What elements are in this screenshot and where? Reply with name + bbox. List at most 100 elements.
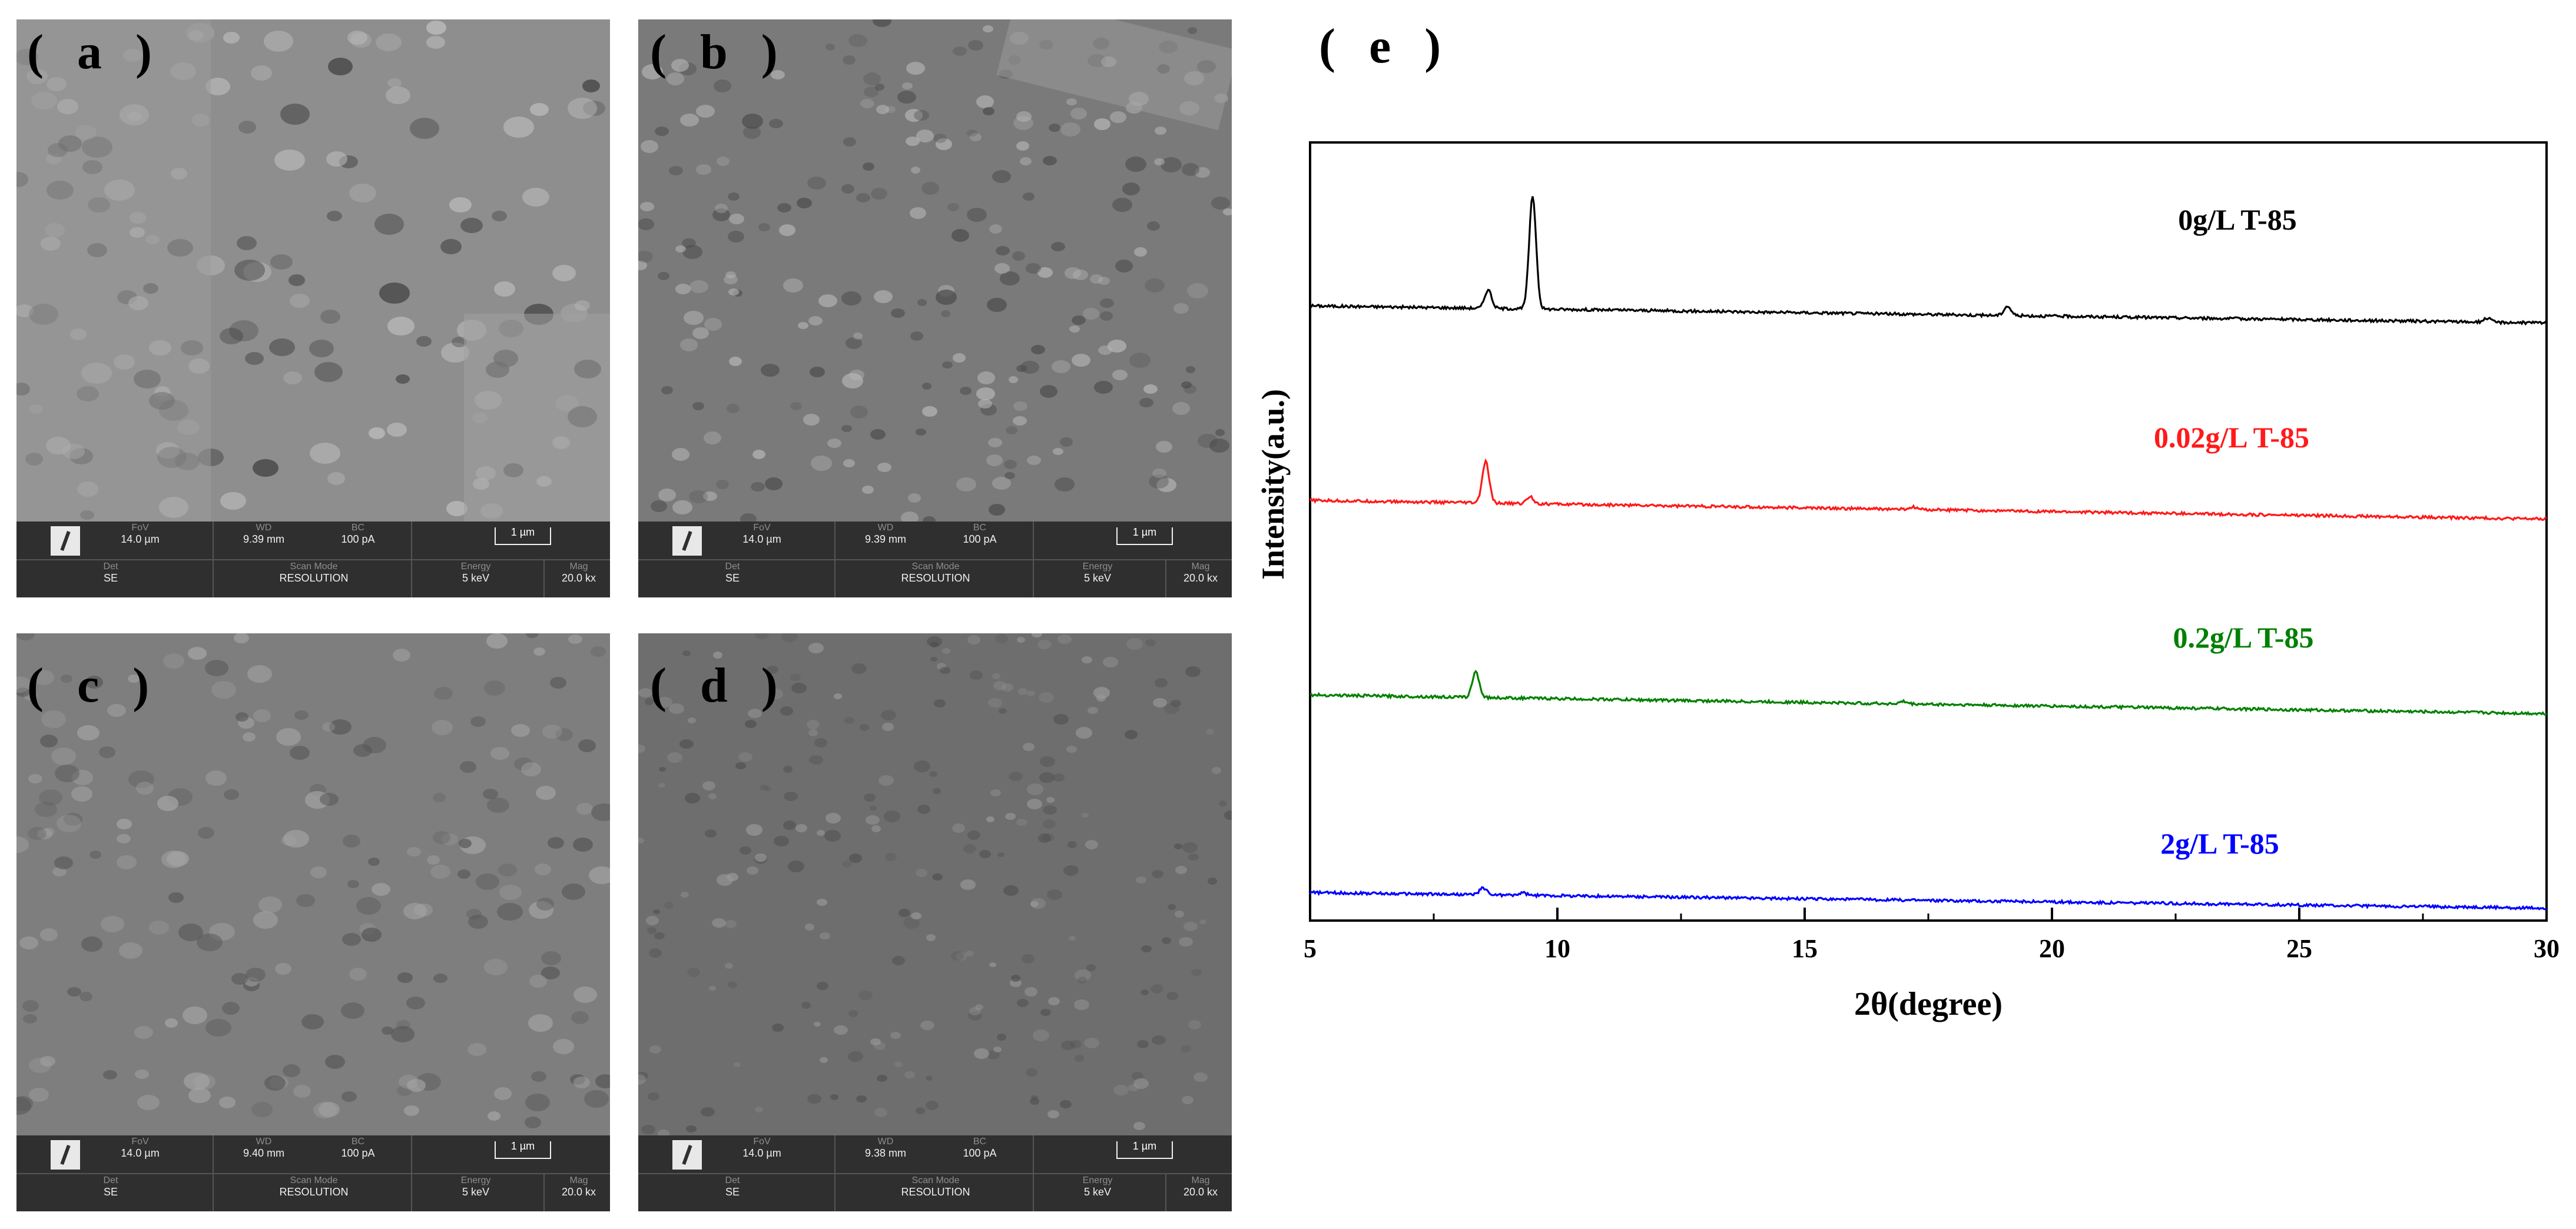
microscope-logo-icon: [672, 526, 702, 556]
bc-label: BC: [973, 523, 987, 533]
scale-bar: 1 µm: [1116, 1140, 1173, 1159]
bc-value: 100 pA: [963, 533, 997, 545]
x-tick-label: 30: [2534, 934, 2560, 963]
det-value: SE: [725, 572, 740, 584]
scale-bar: 1 µm: [1116, 526, 1173, 545]
scale-bar: 1 µm: [495, 526, 551, 545]
sem-micrograph: [638, 633, 1232, 1135]
scan-mode-value: RESOLUTION: [279, 572, 349, 584]
panel-label-b: ( b ): [650, 25, 788, 79]
microscope-logo-icon: [51, 1140, 80, 1170]
series-line-3: [1309, 886, 2547, 911]
x-tick-label: 20: [2039, 934, 2065, 963]
sem-info-bar: FoV 14.0 µm WD 9.39 mm BC 100 pA 1 µm Det SE…: [638, 522, 1232, 597]
fov-value: 14.0 µm: [121, 1147, 160, 1159]
mag-label: Mag: [569, 1175, 588, 1185]
energy-value: 5 keV: [1083, 572, 1112, 584]
sem-micrograph: [16, 633, 610, 1135]
bc-value: 100 pA: [341, 1147, 375, 1159]
fov-label: FoV: [753, 523, 771, 533]
sem-panel-a: FoV 14.0 µm WD 9.39 mm BC 100 pA 1 µm Det SE…: [16, 19, 610, 597]
mag-value: 20.0 kx: [1183, 572, 1218, 584]
sem-micrograph: [638, 19, 1232, 522]
fov-value: 14.0 µm: [121, 533, 160, 545]
mag-label: Mag: [1191, 1175, 1210, 1185]
wd-label: WD: [877, 1137, 894, 1147]
x-axis-label: 2θ(degree): [1854, 986, 2003, 1022]
wd-label: WD: [256, 523, 272, 533]
scale-bar-label: 1 µm: [510, 1140, 535, 1152]
det-label: Det: [103, 562, 118, 572]
series-label-2: 0.2g/L T-85: [2173, 621, 2314, 654]
energy-value: 5 keV: [1083, 1186, 1112, 1198]
mag-value: 20.0 kx: [1183, 1186, 1218, 1198]
mag-label: Mag: [569, 562, 588, 572]
microscope-logo-icon: [672, 1140, 702, 1170]
det-value: SE: [725, 1186, 740, 1198]
x-tick-label: 10: [1544, 934, 1570, 963]
sem-info-bar: FoV 14.0 µm WD 9.39 mm BC 100 pA 1 µm Det SE…: [16, 522, 610, 597]
microscope-logo-icon: [51, 526, 80, 556]
wd-value: 9.40 mm: [243, 1147, 285, 1159]
energy-label: Energy: [1082, 562, 1113, 572]
panel-label-e: ( e ): [1319, 19, 1452, 74]
series-line-0: [1309, 196, 2548, 326]
fov-value: 14.0 µm: [742, 533, 781, 545]
series-line-1: [1309, 458, 2547, 522]
fov-label: FoV: [131, 523, 149, 533]
scan-mode-value: RESOLUTION: [901, 1186, 970, 1198]
bc-value: 100 pA: [963, 1147, 997, 1159]
plot-frame: [1309, 141, 2548, 922]
wd-value: 9.38 mm: [864, 1147, 907, 1159]
scale-bar-label: 1 µm: [1132, 526, 1157, 538]
series-label-3: 2g/L T-85: [2160, 827, 2279, 860]
panel-label-d: ( d ): [650, 658, 788, 713]
det-label: Det: [103, 1175, 118, 1185]
sem-info-bar: FoV 14.0 µm WD 9.38 mm BC 100 pA 1 µm Det SE…: [638, 1135, 1232, 1211]
wd-label: WD: [256, 1137, 272, 1147]
bc-label: BC: [973, 1137, 987, 1147]
x-tick-label: 25: [2286, 934, 2312, 963]
scan-mode-label: Scan Mode: [290, 1175, 338, 1185]
scale-bar: 1 µm: [495, 1140, 551, 1159]
energy-label: Energy: [460, 562, 491, 572]
energy-label: Energy: [1082, 1175, 1113, 1185]
panel-label-c: ( c ): [27, 658, 160, 713]
scan-mode-label: Scan Mode: [911, 562, 960, 572]
wd-value: 9.39 mm: [864, 533, 907, 545]
wd-label: WD: [877, 523, 894, 533]
series-line-2: [1309, 669, 2548, 716]
fov-label: FoV: [753, 1137, 771, 1147]
scale-bar-label: 1 µm: [1132, 1140, 1157, 1152]
sem-micrograph: [16, 19, 610, 522]
sem-panel-c: FoV 14.0 µm WD 9.40 mm BC 100 pA 1 µm Det SE…: [16, 633, 610, 1211]
det-label: Det: [725, 562, 740, 572]
series-label-0: 0g/L T-85: [2178, 203, 2297, 236]
series-label-1: 0.02g/L T-85: [2154, 421, 2309, 454]
mag-value: 20.0 kx: [561, 1186, 596, 1198]
x-tick-label: 5: [1304, 934, 1317, 963]
scan-mode-value: RESOLUTION: [901, 572, 970, 584]
scale-bar-label: 1 µm: [510, 526, 535, 538]
scan-mode-value: RESOLUTION: [279, 1186, 349, 1198]
sem-panel-b: FoV 14.0 µm WD 9.39 mm BC 100 pA 1 µm Det SE…: [638, 19, 1232, 597]
sem-panel-d: FoV 14.0 µm WD 9.38 mm BC 100 pA 1 µm Det SE…: [638, 633, 1232, 1211]
det-value: SE: [103, 572, 118, 584]
bc-label: BC: [351, 523, 365, 533]
scan-mode-label: Scan Mode: [911, 1175, 960, 1185]
panel-label-a: ( a ): [27, 25, 163, 79]
bc-value: 100 pA: [341, 533, 375, 545]
energy-value: 5 keV: [462, 1186, 490, 1198]
energy-value: 5 keV: [462, 572, 490, 584]
xrd-chart: 5 10 15 20 25 30 2θ(degree) Intensity(a.u.) 0g/L…: [1255, 141, 2560, 1022]
fov-value: 14.0 µm: [742, 1147, 781, 1159]
mag-value: 20.0 kx: [561, 572, 596, 584]
fov-label: FoV: [131, 1137, 149, 1147]
mag-label: Mag: [1191, 562, 1210, 572]
det-value: SE: [103, 1186, 118, 1198]
y-axis-label: Intensity(a.u.): [1255, 389, 1291, 580]
wd-value: 9.39 mm: [243, 533, 285, 545]
energy-label: Energy: [460, 1175, 491, 1185]
bc-label: BC: [351, 1137, 365, 1147]
x-tick-label: 15: [1792, 934, 1818, 963]
